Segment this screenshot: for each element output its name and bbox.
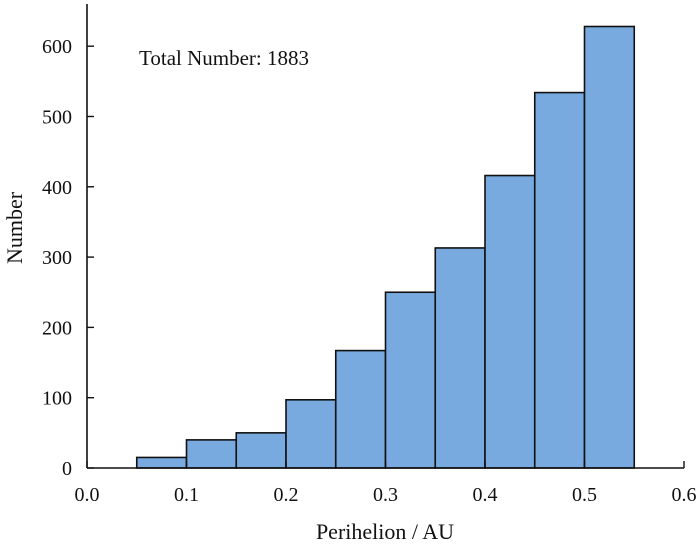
histogram-bar-1 xyxy=(185,439,238,469)
x-tick-label: 0.5 xyxy=(572,484,597,506)
y-axis-label: Number xyxy=(2,191,27,264)
bars-group xyxy=(135,25,636,469)
histogram-bar-6 xyxy=(434,247,486,469)
y-tick-label: 600 xyxy=(42,36,72,58)
histogram-bar-8 xyxy=(533,91,586,469)
y-tick-label: 100 xyxy=(42,388,72,410)
histogram-bar-4 xyxy=(334,349,387,469)
y-tick-label: 500 xyxy=(42,106,72,128)
x-tick-label: 0.6 xyxy=(672,484,697,506)
x-tick-label: 0.4 xyxy=(473,484,498,506)
x-tick-label: 0.2 xyxy=(274,484,299,506)
axes-group: 0.0 0.1 0.2 0.3 0.4 0.5 0.6 0 100 200 300 400 500 600 xyxy=(42,4,697,506)
y-tick-label: 0 xyxy=(62,458,72,480)
histogram-bar-3 xyxy=(285,399,337,469)
histogram-bar-2 xyxy=(235,432,287,469)
x-tick-label: 0.3 xyxy=(373,484,398,506)
histogram-bar-7 xyxy=(484,174,536,469)
histogram-bar-5 xyxy=(384,291,437,469)
x-tick-label: 0.0 xyxy=(75,484,100,506)
total-number-annotation: Total Number: 1883 xyxy=(139,46,309,70)
x-axis-label: Perihelion / AU xyxy=(316,519,454,544)
y-tick-label: 300 xyxy=(42,247,72,269)
y-tick-label: 200 xyxy=(42,317,72,339)
histogram-bar-0 xyxy=(135,456,188,469)
x-tick-label: 0.1 xyxy=(174,484,199,506)
y-tick-label: 400 xyxy=(42,177,72,199)
histogram-bar-9 xyxy=(583,25,636,469)
